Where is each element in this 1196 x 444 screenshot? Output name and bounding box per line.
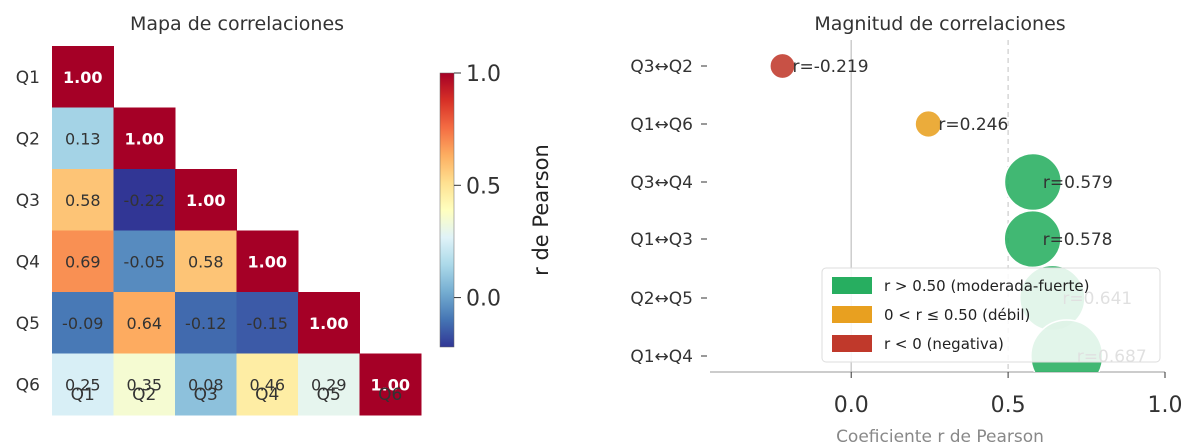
heatmap-col-label: Q6 xyxy=(378,385,402,405)
heatmap-cell-label: 0.58 xyxy=(65,191,101,210)
legend-label: 0 < r ≤ 0.50 (débil) xyxy=(884,306,1030,324)
heatmap-cell xyxy=(236,230,299,293)
heatmap-col-label: Q2 xyxy=(132,385,156,405)
bubble-chart-title: Magnitud de correlaciones xyxy=(814,13,1065,35)
heatmap-cell xyxy=(113,292,176,354)
heatmap-cell xyxy=(236,353,299,416)
heatmap-row-label: Q1 xyxy=(16,68,40,88)
heatmap-cell-label: 0.64 xyxy=(126,314,162,333)
heatmap-cell xyxy=(175,230,237,293)
pair-label: Q1↔Q3 xyxy=(630,230,693,250)
heatmap-cell-label: 1.00 xyxy=(63,68,102,87)
heatmap-cell xyxy=(113,353,176,416)
colorbar-label: r de Pearson xyxy=(529,144,553,276)
heatmap-cell-label: -0.09 xyxy=(62,314,103,333)
heatmap-row-label: Q6 xyxy=(16,375,40,395)
heatmap-cell xyxy=(236,292,299,354)
heatmap-cell xyxy=(52,169,114,231)
legend-swatch xyxy=(832,335,872,352)
heatmap-cell xyxy=(52,353,114,416)
bubble-value-label: r=0.246 xyxy=(938,115,1008,135)
heatmap-cell-label: -0.15 xyxy=(247,314,288,333)
pair-label: Q1↔Q4 xyxy=(630,347,693,367)
heatmap-cell-label: 1.00 xyxy=(309,314,348,333)
heatmap-cell xyxy=(175,292,237,354)
colorbar-tick-label: 0.0 xyxy=(466,287,501,312)
x-tick-label: 0.0 xyxy=(834,393,869,418)
heatmap-cell xyxy=(175,353,237,416)
heatmap-col-label: Q1 xyxy=(71,385,95,405)
pair-label: Q2↔Q5 xyxy=(630,289,693,309)
colorbar-tick-label: 0.5 xyxy=(466,174,501,199)
bubble-value-label: r=0.579 xyxy=(1043,173,1113,193)
heatmap-cell xyxy=(175,169,237,231)
heatmap-col-label: Q4 xyxy=(255,385,279,405)
heatmap-cell xyxy=(359,353,422,416)
heatmap-cell-label: 1.00 xyxy=(125,129,164,148)
heatmap-cell-label: 0.58 xyxy=(188,252,224,271)
colorbar-tick-label: 1.0 xyxy=(466,62,501,87)
heatmap-col-label: Q5 xyxy=(317,385,341,405)
heatmap-cell xyxy=(52,292,114,354)
heatmap-cell-label: 0.46 xyxy=(249,375,285,394)
pair-label: Q3↔Q2 xyxy=(630,57,693,77)
heatmap-cell-label: -0.12 xyxy=(185,314,226,333)
legend-box xyxy=(821,267,1161,363)
legend: r > 0.50 (moderada-fuerte) 0 < r ≤ 0.50 (… xyxy=(821,267,1161,363)
x-tick-label: 0.5 xyxy=(991,393,1026,418)
heatmap-cell-label: 0.25 xyxy=(65,375,101,394)
correlation-heatmap: Mapa de correlaciones 1.00 0.13 1.00 0.58 -0… xyxy=(16,13,422,416)
heatmap-cell xyxy=(52,230,114,293)
heatmap-cell-label: 1.00 xyxy=(248,252,287,271)
bubble-value-label: r=0.578 xyxy=(1043,230,1113,250)
heatmap-cell-label: 0.35 xyxy=(126,375,162,394)
heatmap-cell xyxy=(113,107,176,170)
heatmap-col-label: Q3 xyxy=(194,385,218,405)
heatmap-cell-label: -0.05 xyxy=(124,252,165,271)
correlation-bubble xyxy=(1003,209,1062,269)
heatmap-cell xyxy=(298,292,360,354)
heatmap-row-label: Q4 xyxy=(16,252,40,272)
heatmap-cell-label: 1.00 xyxy=(371,375,410,394)
correlation-bubble xyxy=(769,52,796,80)
heatmap-cell xyxy=(298,353,360,416)
colorbar-gradient xyxy=(439,72,455,348)
heatmap-row-label: Q3 xyxy=(16,191,40,211)
heatmap-row-label: Q2 xyxy=(16,129,40,149)
bubble-value-label: r=-0.219 xyxy=(792,57,868,77)
heatmap-title: Mapa de correlaciones xyxy=(130,13,344,35)
legend-label: r > 0.50 (moderada-fuerte) xyxy=(884,277,1089,295)
colorbar: 0.0 0.5 1.0 r de Pearson xyxy=(439,62,553,348)
x-axis-label: Coeficiente r de Pearson xyxy=(836,427,1044,444)
heatmap-cell xyxy=(52,107,114,170)
x-tick-label: 1.0 xyxy=(1148,393,1183,418)
heatmap-row-label: Q5 xyxy=(16,314,40,334)
heatmap-cell-label: 0.13 xyxy=(65,129,101,148)
heatmap-cell-label: 1.00 xyxy=(186,191,225,210)
pair-label: Q1↔Q6 xyxy=(630,115,693,135)
heatmap-cell xyxy=(113,230,176,293)
heatmap-cell-label: 0.08 xyxy=(188,375,224,394)
heatmap-cell-label: -0.22 xyxy=(124,191,165,210)
legend-swatch xyxy=(832,277,872,294)
pair-label: Q3↔Q4 xyxy=(630,173,693,193)
heatmap-cell xyxy=(52,46,114,108)
correlation-magnitude-chart: Magnitud de correlaciones r=-0.219 r=0.24… xyxy=(630,13,1182,444)
legend-swatch xyxy=(832,306,872,323)
heatmap-cell-label: 0.29 xyxy=(311,375,347,394)
legend-label: r < 0 (negativa) xyxy=(884,335,1004,353)
heatmap-cell xyxy=(113,169,176,231)
correlation-bubble xyxy=(914,109,943,139)
heatmap-cell-label: 0.69 xyxy=(65,252,101,271)
